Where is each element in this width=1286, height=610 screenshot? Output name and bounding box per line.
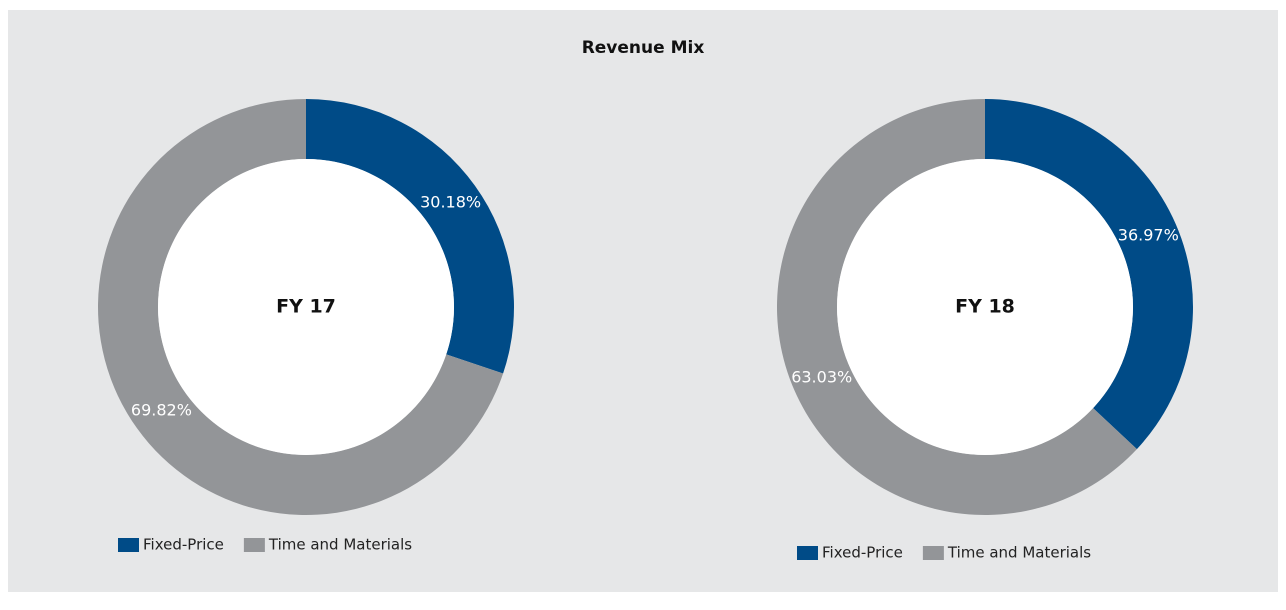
- donut-hole: [158, 159, 454, 455]
- data-label: 69.82%: [131, 400, 192, 419]
- slice: [306, 99, 514, 374]
- slice: [777, 99, 1137, 515]
- slice: [985, 99, 1193, 450]
- legend-label: Time and Materials: [268, 536, 412, 554]
- center-label: FY 17: [276, 296, 336, 318]
- legend-swatch: [243, 538, 265, 552]
- data-label: 30.18%: [420, 193, 481, 212]
- legend-label: Fixed-Price: [143, 536, 224, 554]
- center-label: FY 18: [955, 296, 1015, 318]
- data-label: 63.03%: [791, 367, 852, 386]
- legend-label: Fixed-Price: [822, 544, 903, 562]
- slice: [98, 99, 504, 515]
- legend-label: Time and Materials: [947, 544, 1091, 562]
- legend-swatch: [118, 538, 139, 552]
- legend-swatch: [797, 546, 818, 560]
- legend-swatch: [922, 546, 944, 560]
- data-label: 36.97%: [1118, 226, 1179, 245]
- chart-title: Revenue Mix: [582, 38, 705, 58]
- donut-hole: [837, 159, 1133, 455]
